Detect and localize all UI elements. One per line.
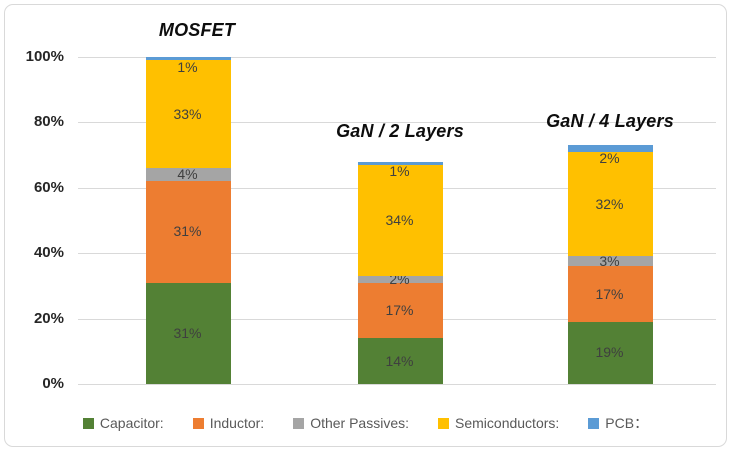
legend-item: PCB：	[588, 413, 648, 433]
data-label: 3%	[599, 252, 620, 269]
data-label: 19%	[595, 344, 624, 361]
legend-item: Semiconductors:	[438, 415, 559, 431]
gridline-100	[78, 57, 716, 58]
category-title: GaN / 4 Layers	[546, 111, 674, 131]
legend: Capacitor: Inductor: Other Passives: Semico…	[0, 413, 731, 433]
legend-swatch-icon	[192, 417, 204, 429]
y-tick-label-0: 0%	[42, 375, 64, 392]
legend-label: Semiconductors:	[455, 415, 560, 431]
legend-swatch-icon	[438, 417, 450, 429]
legend-label: Inductor:	[209, 415, 265, 431]
legend-label: Other Passives:	[310, 415, 410, 431]
bar-segment	[357, 282, 443, 339]
legend-item: Capacitor:	[82, 415, 164, 431]
bar-segment	[567, 145, 653, 152]
gridline-80	[78, 122, 716, 124]
data-label: 17%	[595, 285, 624, 302]
legend-label: PCB：	[605, 415, 649, 431]
legend-swatch-icon	[293, 417, 305, 429]
data-label: 31%	[173, 324, 202, 341]
data-label: 17%	[385, 301, 414, 318]
legend-swatch-icon	[82, 417, 94, 429]
y-tick-label-100: 100%	[25, 48, 64, 65]
bar-segment	[567, 256, 653, 267]
data-label: 4%	[177, 166, 198, 183]
data-label: 1%	[177, 58, 198, 75]
bar-segment	[567, 151, 653, 257]
bar-segment	[145, 181, 231, 283]
bar-segment	[357, 161, 443, 165]
legend-item: Inductor:	[192, 415, 265, 431]
data-label: 1%	[389, 163, 410, 180]
data-label: 14%	[385, 352, 414, 369]
data-label: 31%	[173, 223, 202, 240]
data-label: 33%	[173, 105, 202, 122]
data-label: 2%	[599, 150, 620, 167]
y-tick-label-80: 80%	[33, 113, 64, 131]
legend-swatch-icon	[588, 417, 600, 429]
category-title: MOSFET	[158, 20, 236, 40]
bar-segment	[145, 282, 231, 384]
bar-segment	[567, 266, 653, 322]
bar-segment	[145, 60, 231, 169]
bar-segment	[357, 276, 443, 283]
bar-segment	[357, 164, 443, 277]
bar-segment	[567, 321, 653, 384]
bar-segment	[145, 57, 231, 61]
y-tick-label-60: 60%	[33, 178, 64, 196]
legend-item: Other Passives:	[293, 415, 409, 431]
data-label: 32%	[595, 195, 624, 212]
legend-label: Capacitor:	[99, 415, 164, 431]
y-tick-label-20: 20%	[33, 309, 64, 327]
category-title: GaN / 2 Layers	[336, 121, 464, 141]
gridline-0	[78, 384, 716, 385]
data-label: 34%	[385, 212, 414, 228]
y-tick-label-40: 40%	[33, 244, 64, 262]
bar-segment	[145, 168, 231, 182]
bar-segment	[357, 338, 443, 384]
